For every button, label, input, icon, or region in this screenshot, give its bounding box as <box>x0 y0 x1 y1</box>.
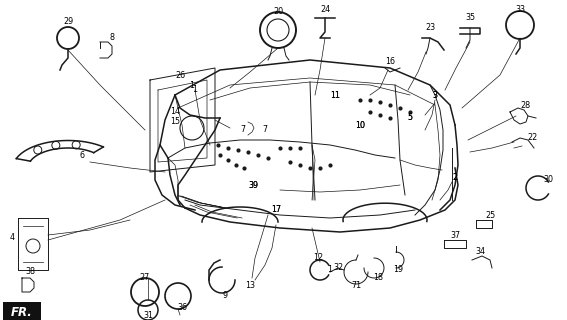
Text: 29: 29 <box>63 18 73 27</box>
Text: 2: 2 <box>452 173 458 182</box>
Text: 15: 15 <box>170 117 180 126</box>
FancyBboxPatch shape <box>3 302 41 320</box>
Text: 33: 33 <box>515 5 525 14</box>
Text: 3: 3 <box>433 91 438 100</box>
Text: 10: 10 <box>355 121 365 130</box>
Text: 39: 39 <box>248 180 258 189</box>
Text: 39: 39 <box>248 180 258 189</box>
Text: 3: 3 <box>433 91 438 100</box>
Text: 25: 25 <box>485 211 495 220</box>
Text: 7: 7 <box>263 125 268 134</box>
Text: 8: 8 <box>109 34 115 43</box>
Text: 13: 13 <box>245 281 255 290</box>
Text: 12: 12 <box>313 253 323 262</box>
Text: 19: 19 <box>393 266 403 275</box>
Text: 17: 17 <box>271 205 281 214</box>
Text: 9: 9 <box>222 291 227 300</box>
Text: 32: 32 <box>333 263 343 273</box>
Text: 1: 1 <box>189 81 194 90</box>
Text: 71: 71 <box>351 281 361 290</box>
Text: 17: 17 <box>271 205 281 214</box>
Text: 11: 11 <box>330 91 340 100</box>
Text: 11: 11 <box>330 91 340 100</box>
Text: 28: 28 <box>520 100 530 109</box>
Text: 23: 23 <box>425 23 435 33</box>
Text: 1: 1 <box>193 85 197 94</box>
Text: 34: 34 <box>475 247 485 257</box>
Text: 26: 26 <box>175 70 185 79</box>
Text: 10: 10 <box>355 121 365 130</box>
Text: 27: 27 <box>140 274 150 283</box>
Text: 2: 2 <box>452 173 458 182</box>
Text: 36: 36 <box>177 303 187 313</box>
Text: 30: 30 <box>543 175 553 185</box>
Text: 22: 22 <box>527 133 537 142</box>
Text: 5: 5 <box>408 114 413 123</box>
Text: 1: 1 <box>328 266 332 275</box>
Text: 4: 4 <box>10 234 15 243</box>
Text: 24: 24 <box>320 5 330 14</box>
Text: 38: 38 <box>25 268 35 276</box>
Text: 20: 20 <box>273 7 283 17</box>
Text: 31: 31 <box>143 311 153 320</box>
Text: 6: 6 <box>79 150 84 159</box>
Text: 7: 7 <box>240 125 246 134</box>
Text: 14: 14 <box>170 108 180 116</box>
Text: 35: 35 <box>465 13 475 22</box>
Text: FR.: FR. <box>11 306 33 318</box>
Text: 37: 37 <box>450 230 460 239</box>
Text: 18: 18 <box>373 274 383 283</box>
Text: 5: 5 <box>408 114 413 123</box>
Text: 16: 16 <box>385 58 395 67</box>
